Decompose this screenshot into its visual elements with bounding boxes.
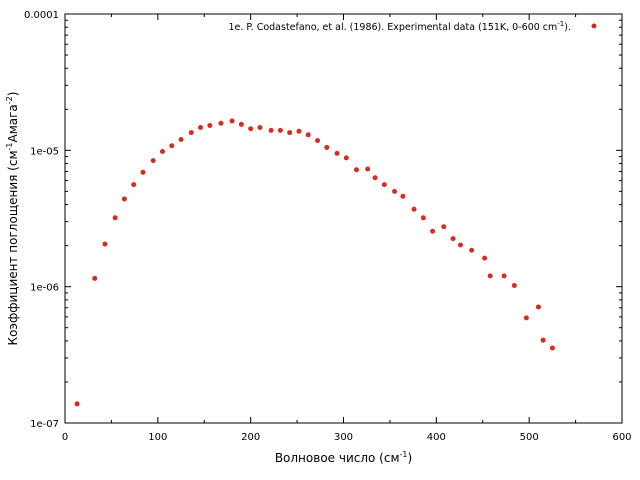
data-point [102,241,108,247]
data-point [277,127,283,133]
data-point [430,228,436,234]
legend-label: 1e. P. Codastefano, et al. (1986). Exper… [228,20,571,33]
data-point [159,149,165,155]
x-axis-label: Волновое число (см-1) [275,450,412,465]
data-point [540,337,546,343]
data-point [450,236,456,242]
y-tick-label: 1e-06 [30,283,59,294]
x-axis-label-sup: -1 [400,450,408,459]
data-point [169,143,175,149]
data-point [400,193,406,199]
y-axis-label-end: ) [6,92,20,97]
data-point [392,188,398,194]
legend-label-sup: -1 [557,20,564,28]
x-tick-label: 500 [520,432,539,443]
data-point [229,118,235,124]
data-point [178,137,184,143]
data-point [501,273,507,279]
data-point [523,315,529,321]
legend-label-end: ). [564,22,571,33]
legend-marker [591,23,597,29]
data-point [112,215,118,221]
y-axis-label: Коэффициент поглощения (см-1Амага-2) [5,92,20,346]
data-point [381,182,387,188]
data-point [353,167,359,173]
y-axis-label-sup2: -2 [5,96,14,104]
y-axis-label-sup1: -1 [5,143,14,151]
data-point [535,304,541,310]
data-point [334,150,340,156]
data-point [324,144,330,150]
data-point [511,282,517,288]
x-axis-label-end: ) [407,451,412,465]
data-point [150,158,156,164]
axis-ticks [64,13,623,424]
data-point [549,345,555,351]
data-point [268,127,274,133]
data-point [218,120,224,126]
y-axis-label-main: Коэффициент поглощения (см [6,150,20,345]
data-point [121,196,127,202]
data-point [92,275,98,281]
x-tick-label: 600 [612,432,631,443]
data-point [457,242,463,248]
data-point [365,166,371,172]
data-point [305,132,311,138]
data-point [287,130,293,136]
y-tick-label: 1e-07 [30,419,59,430]
data-point [188,130,194,136]
y-axis-label-mid: Амага [6,104,20,142]
legend: 1e. P. Codastefano, et al. (1986). Exper… [228,20,597,33]
data-point [248,126,254,132]
x-tick-label: 0 [62,432,68,443]
data-point [482,255,488,261]
legend-label-main: 1e. P. Codastefano, et al. (1986). Exper… [228,22,557,33]
data-point [343,155,349,161]
data-point [420,215,426,221]
axis-tick-labels: 0 100 200 300 400 500 600 1e-07 1e-06 1e-05 0.0001 [24,10,632,443]
data-point [296,128,302,134]
x-tick-label: 100 [148,432,167,443]
data-point [74,401,80,407]
data-point [198,125,204,131]
data-point [372,175,378,181]
data-point [140,169,146,175]
data-points [74,118,555,407]
data-point [131,182,137,188]
x-tick-label: 300 [334,432,353,443]
data-point [207,123,213,129]
data-point [441,224,447,230]
data-point [257,125,263,131]
x-tick-label: 200 [241,432,260,443]
data-point [315,138,321,144]
data-point [238,121,244,127]
data-point [487,273,493,279]
data-point [469,247,475,253]
y-tick-label: 1e-05 [30,146,59,157]
data-point [411,206,417,212]
x-tick-label: 400 [427,432,446,443]
x-axis-label-main: Волновое число (см [275,451,400,465]
y-tick-label: 0.0001 [24,10,59,21]
